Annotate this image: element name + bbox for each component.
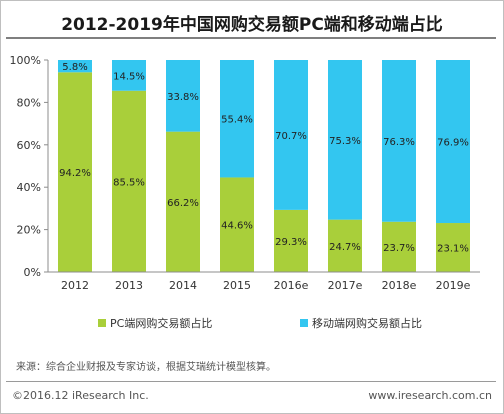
pc-value-label-2012: 94.2% (59, 168, 91, 179)
pc-value-label-2015: 44.6% (221, 221, 253, 232)
mobile-bar-2018e (382, 60, 416, 222)
mobile-value-label-2017e: 75.3% (329, 136, 361, 147)
mobile-bar-2017e (328, 60, 362, 220)
pc-bar-2019e (436, 223, 470, 272)
x-tick-label-2013: 2013 (115, 279, 143, 292)
mobile-value-label-2014: 33.8% (167, 92, 199, 103)
y-tick-label-2: 40% (17, 181, 41, 194)
title-divider (6, 37, 496, 39)
source-note: 来源：综合企业财报及专家访谈，根据艾瑞统计模型核算。 (16, 362, 276, 373)
x-tick-label-2017e: 2017e (328, 279, 363, 292)
pc-bar-2017e (328, 219, 362, 272)
pc-bar-2013 (112, 90, 146, 273)
website-text: www.iresearch.com.cn (368, 389, 492, 402)
mobile-legend-swatch (300, 319, 308, 327)
y-tick-label-5: 100% (10, 54, 41, 67)
mobile-value-label-2012: 5.8% (62, 62, 87, 73)
bars-group: 94.2% 5.8% 85.5% 14.5% 66.2% 33.8% 44.6% 55.4% 2… (58, 60, 470, 273)
mobile-value-label-2019e: 76.9% (437, 138, 469, 149)
pc-legend-swatch (98, 319, 106, 327)
chart-title: 2012-2019年中国网购交易额PC端和移动端占比 (61, 15, 443, 35)
mobile-bar-2019e (436, 60, 470, 224)
pc-legend-label: PC端网购交易额占比 (110, 316, 212, 330)
mobile-bar-2012 (58, 60, 92, 73)
x-tick-label-2014: 2014 (169, 279, 197, 292)
x-tick-label-2018e: 2018e (382, 279, 417, 292)
x-tick-label-2015: 2015 (223, 279, 251, 292)
pc-bar-2012 (58, 72, 92, 273)
pc-value-label-2017e: 24.7% (329, 242, 361, 253)
x-tick-label-2019e: 2019e (436, 279, 471, 292)
pc-value-label-2016e: 29.3% (275, 237, 307, 248)
pc-value-label-2013: 85.5% (113, 177, 145, 188)
pc-bar-2018e (382, 221, 416, 272)
mobile-legend-label: 移动端网购交易额占比 (312, 316, 422, 330)
y-tick-label-4: 80% (17, 96, 41, 109)
axes-group: 2012 2013 2014 2015 2016e 2017e 2018e 2019e 0% 20… (10, 54, 480, 292)
mobile-bar-2014 (166, 60, 200, 132)
x-tick-label-2016e: 2016e (274, 279, 309, 292)
y-tick-label-3: 60% (17, 139, 41, 152)
mobile-bar-2013 (112, 60, 146, 91)
x-tick-label-2012: 2012 (61, 279, 89, 292)
pc-value-label-2019e: 23.1% (437, 244, 469, 255)
mobile-value-label-2018e: 76.3% (383, 137, 415, 148)
pc-value-label-2018e: 23.7% (383, 243, 415, 254)
mobile-value-label-2015: 55.4% (221, 115, 253, 126)
pc-bar-2014 (166, 131, 200, 272)
footer-divider (6, 381, 496, 382)
mobile-bar-2016e (274, 60, 308, 210)
mobile-value-label-2016e: 70.7% (275, 131, 307, 142)
pc-bar-2016e (274, 209, 308, 272)
copyright-text: ©2016.12 iResearch Inc. (12, 389, 149, 402)
pc-value-label-2014: 66.2% (167, 198, 199, 209)
pc-bar-2015 (220, 177, 254, 272)
y-tick-label-1: 20% (17, 224, 41, 237)
mobile-bar-2015 (220, 60, 254, 178)
mobile-value-label-2013: 14.5% (113, 71, 145, 82)
y-tick-label-0: 0% (24, 266, 41, 279)
legend: PC端网购交易额占比 移动端网购交易额占比 (98, 316, 422, 330)
